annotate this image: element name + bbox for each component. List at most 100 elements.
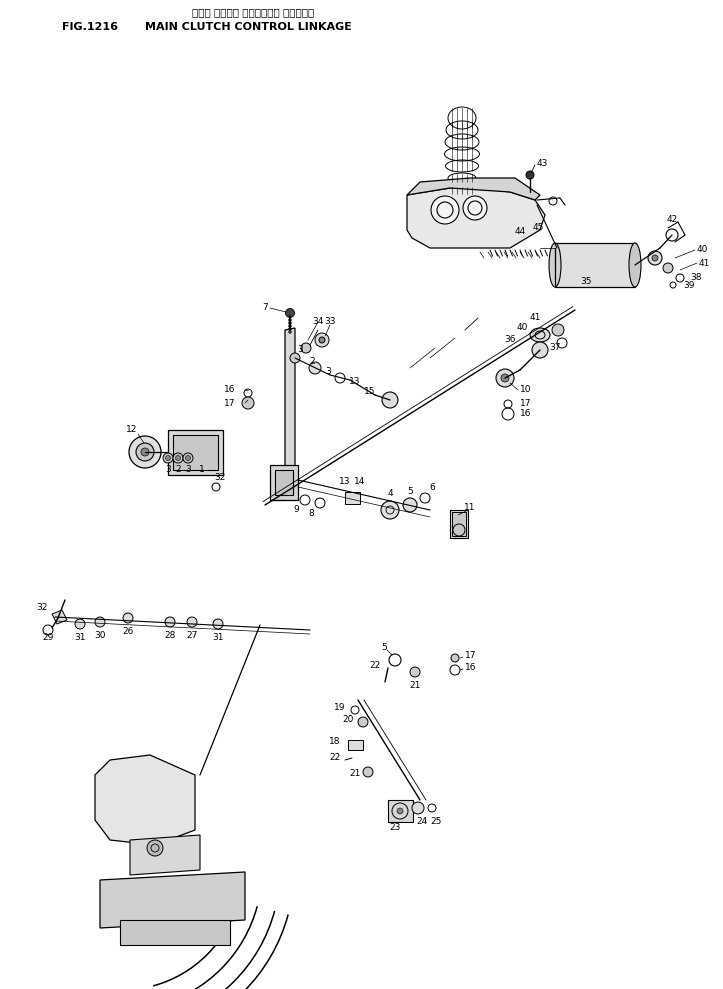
Bar [345,492,360,504]
Text: 36: 36 [504,335,515,344]
Polygon shape [407,188,545,248]
Circle shape [213,619,223,629]
Circle shape [363,767,373,777]
Text: 3: 3 [325,368,331,377]
Polygon shape [130,835,200,875]
Circle shape [382,392,398,408]
Text: 3: 3 [297,345,303,354]
Text: 32: 32 [214,473,226,482]
Circle shape [286,309,294,317]
Text: 27: 27 [187,631,197,640]
Circle shape [186,456,190,461]
Text: 4: 4 [388,490,393,498]
Text: 31: 31 [74,633,86,642]
Polygon shape [52,610,67,624]
Text: 15: 15 [364,388,376,397]
Circle shape [95,617,105,627]
Circle shape [129,436,161,468]
Text: 37: 37 [549,342,561,351]
Bar [348,740,363,750]
Bar [450,510,468,538]
Circle shape [288,318,291,321]
Circle shape [166,456,171,461]
Text: 10: 10 [520,386,531,395]
Polygon shape [100,872,245,928]
Text: FIG.1216: FIG.1216 [62,22,118,32]
Text: 20: 20 [342,715,354,725]
Circle shape [381,501,399,519]
Text: 31: 31 [213,633,223,642]
Bar [388,800,413,822]
Text: 3: 3 [185,466,191,475]
Polygon shape [407,178,540,200]
Text: 2: 2 [309,357,315,367]
Text: 17: 17 [520,400,531,408]
Text: 43: 43 [537,158,548,167]
Circle shape [358,717,368,727]
Text: 5: 5 [381,644,387,653]
Circle shape [288,327,291,330]
Bar [275,470,293,495]
Circle shape [315,333,329,347]
Text: 5: 5 [407,488,413,496]
Text: 22: 22 [330,753,341,762]
Text: 23: 23 [389,823,401,832]
Circle shape [242,397,254,409]
Text: 32: 32 [36,603,48,612]
Text: 13: 13 [349,378,361,387]
Circle shape [412,802,424,814]
Text: 1: 1 [199,466,205,475]
Text: 35: 35 [580,278,591,287]
Polygon shape [95,755,195,845]
Circle shape [463,196,487,220]
Text: 39: 39 [683,281,695,290]
Ellipse shape [629,243,641,287]
Text: 2: 2 [175,466,181,475]
Text: 45: 45 [532,224,544,232]
Text: 25: 25 [430,818,442,827]
Circle shape [496,369,514,387]
Text: 13: 13 [339,478,351,487]
Bar [452,512,466,536]
Circle shape [288,330,291,333]
Circle shape [301,343,311,353]
Text: MAIN CLUTCH CONTROL LINKAGE: MAIN CLUTCH CONTROL LINKAGE [145,22,352,32]
Circle shape [552,324,564,336]
Text: 42: 42 [667,216,677,225]
Text: 11: 11 [464,503,476,512]
Circle shape [663,263,673,273]
Circle shape [288,324,291,327]
Text: 28: 28 [164,631,176,640]
Circle shape [648,251,662,265]
Circle shape [451,654,459,662]
Text: 22: 22 [369,662,380,671]
Text: 21: 21 [349,769,361,778]
Text: メイン クラッチ コントロール リンケージ: メイン クラッチ コントロール リンケージ [192,7,315,17]
Text: 19: 19 [334,703,346,712]
Text: 34: 34 [312,317,324,326]
Polygon shape [285,328,295,492]
Text: 41: 41 [529,314,541,322]
Circle shape [532,342,548,358]
Bar [270,465,298,500]
Text: 16: 16 [520,409,531,418]
Circle shape [163,453,173,463]
Circle shape [288,321,291,324]
Circle shape [410,667,420,677]
Text: 41: 41 [699,258,711,267]
Text: 33: 33 [324,317,335,326]
Circle shape [136,443,154,461]
Text: 29: 29 [43,633,54,642]
Circle shape [290,353,300,363]
Circle shape [75,619,85,629]
Text: 16: 16 [465,664,476,673]
Circle shape [123,613,133,623]
Circle shape [165,617,175,627]
Circle shape [501,374,509,382]
Circle shape [403,498,417,512]
Text: 3: 3 [165,466,171,475]
Text: 12: 12 [127,425,137,434]
Circle shape [431,196,459,224]
Circle shape [176,456,181,461]
Text: 8: 8 [308,508,314,517]
